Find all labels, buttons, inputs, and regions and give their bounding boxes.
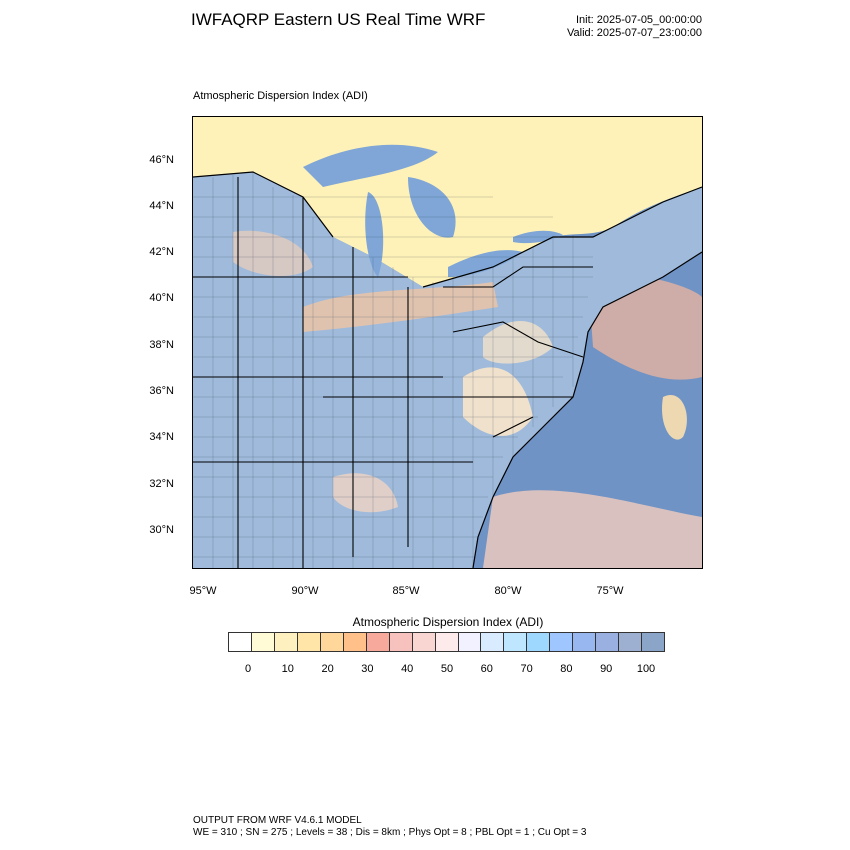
lake-michigan bbox=[365, 192, 384, 277]
plot-title: IWFAQRP Eastern US Real Time WRF bbox=[191, 10, 486, 29]
coastline bbox=[472, 251, 702, 568]
colorbar-tick-label: 60 bbox=[480, 663, 493, 675]
lon-label: 80°W bbox=[494, 585, 522, 597]
colorbar-swatch bbox=[527, 633, 551, 651]
lat-label: 30°N bbox=[149, 524, 174, 536]
colorbar-tick-label: 50 bbox=[440, 663, 454, 675]
lake-superior bbox=[303, 144, 438, 187]
warm-band-south bbox=[333, 473, 398, 513]
colorbar-swatch bbox=[504, 633, 528, 651]
colorbar-swatch bbox=[458, 633, 482, 651]
model-version: OUTPUT FROM WRF V4.6.1 MODEL bbox=[193, 815, 362, 826]
colorbar-swatch bbox=[596, 633, 620, 651]
offshore-pale-region-2 bbox=[662, 395, 687, 440]
colorbar-swatch bbox=[550, 633, 574, 651]
lat-label: 40°N bbox=[149, 292, 174, 304]
lat-label: 44°N bbox=[149, 200, 174, 212]
lake-huron bbox=[408, 177, 456, 238]
map-canvas bbox=[193, 117, 702, 568]
colorbar-tick-label: 40 bbox=[401, 663, 414, 675]
colorbar-swatch bbox=[481, 633, 505, 651]
lat-label: 42°N bbox=[149, 246, 174, 258]
colorbar-tick-label: 20 bbox=[321, 663, 334, 675]
colorbar-swatch bbox=[229, 633, 252, 651]
colorbar-swatch bbox=[343, 633, 367, 651]
model-config: WE = 310 ; SN = 275 ; Levels = 38 ; Dis … bbox=[193, 827, 587, 838]
colorbar-swatch bbox=[251, 633, 275, 651]
us-landmass bbox=[193, 172, 702, 568]
lat-label: 46°N bbox=[149, 154, 174, 166]
colorbar-tick-label: 100 bbox=[636, 663, 656, 675]
colorbar-swatch bbox=[366, 633, 390, 651]
lat-label: 38°N bbox=[149, 339, 174, 351]
canada-border bbox=[193, 171, 702, 288]
map-panel bbox=[192, 116, 703, 569]
colorbar-swatch bbox=[642, 633, 665, 651]
colorbar-swatch bbox=[435, 633, 459, 651]
lon-label: 90°W bbox=[291, 585, 319, 597]
colorbar-tick-label: 30 bbox=[361, 663, 374, 675]
time-info: Init: 2025-07-05_00:00:00 Valid: 2025-07… bbox=[567, 14, 702, 40]
valid-time: Valid: 2025-07-07_23:00:00 bbox=[567, 27, 702, 39]
model-info: OUTPUT FROM WRF V4.6.1 MODEL WE = 310 ; … bbox=[193, 815, 586, 839]
lon-label: 85°W bbox=[392, 585, 420, 597]
colorbar-title: Atmospheric Dispersion Index (ADI) bbox=[352, 615, 544, 629]
lon-label: 75°W bbox=[596, 585, 624, 597]
colorbar-tick-label: 70 bbox=[520, 663, 533, 675]
offshore-pale-region bbox=[483, 490, 702, 568]
lat-label: 32°N bbox=[149, 478, 174, 490]
state-borders bbox=[193, 177, 593, 568]
warm-band-midwest bbox=[303, 282, 498, 332]
lat-label: 34°N bbox=[149, 431, 174, 443]
warm-band-appalachian bbox=[483, 320, 553, 364]
colorbar-tick-label: 0 bbox=[244, 663, 252, 675]
colorbar-swatch bbox=[274, 633, 298, 651]
colorbar-swatch bbox=[412, 633, 436, 651]
init-time: Init: 2025-07-05_00:00:00 bbox=[576, 14, 702, 26]
map-field-label: Atmospheric Dispersion Index (ADI) bbox=[193, 90, 368, 102]
colorbar-swatch bbox=[389, 633, 413, 651]
colorbar-swatch bbox=[297, 633, 321, 651]
lat-label: 36°N bbox=[149, 385, 174, 397]
colorbar-swatch bbox=[320, 633, 344, 651]
colorbar-tick-label: 90 bbox=[600, 663, 613, 675]
colorbar-swatch bbox=[619, 633, 643, 651]
lon-label: 95°W bbox=[189, 585, 217, 597]
colorbar-swatch bbox=[573, 633, 597, 651]
colorbar-tick-label: 80 bbox=[560, 663, 573, 675]
colorbar-tick-label: 10 bbox=[281, 663, 294, 675]
warm-band-carolinas bbox=[463, 367, 533, 436]
colorbar bbox=[228, 632, 665, 652]
